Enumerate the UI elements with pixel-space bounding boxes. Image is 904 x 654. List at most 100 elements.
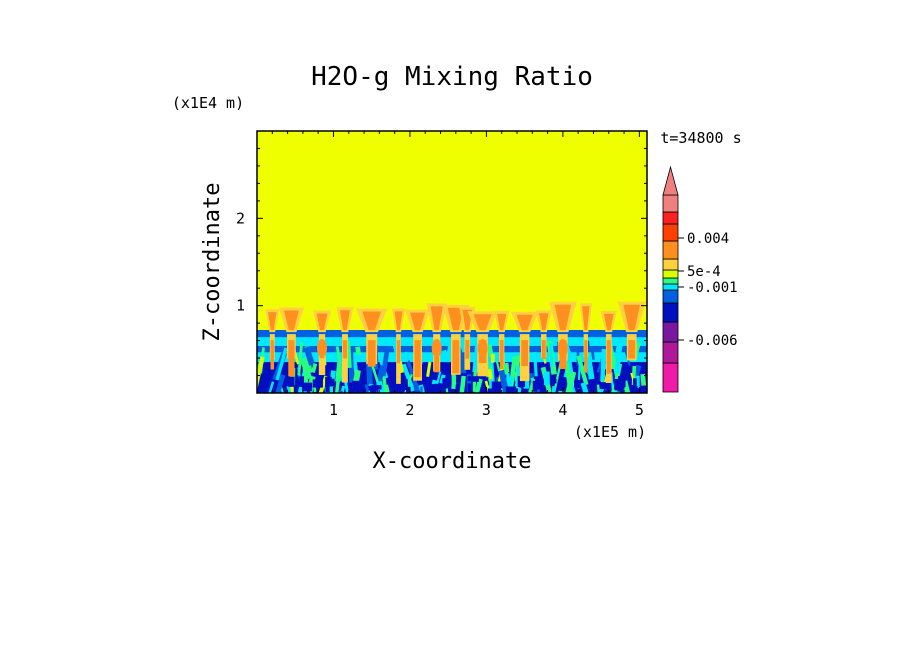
field-patch xyxy=(472,376,479,382)
field-streak xyxy=(591,350,595,360)
field-streak xyxy=(614,343,623,374)
field-patch xyxy=(325,381,330,393)
x-tick-label: 3 xyxy=(482,401,491,419)
field-streak xyxy=(576,355,589,386)
plume-core xyxy=(396,340,401,364)
colorbar: 0.004 5e-4-0.001 -0.006 xyxy=(662,165,738,393)
field-streak xyxy=(549,343,554,367)
plume-core xyxy=(606,340,611,374)
field-streak xyxy=(383,384,394,393)
colorbar-label: 0.004 xyxy=(687,231,729,247)
plume-core xyxy=(465,340,470,359)
x-tick-label: 1 xyxy=(329,401,338,419)
plume-core xyxy=(367,340,376,367)
plume-head-core xyxy=(316,313,328,331)
plume-blob xyxy=(431,339,442,358)
heatmap-field xyxy=(257,131,647,393)
plume-head-core xyxy=(554,304,572,331)
field-patch xyxy=(491,381,502,393)
field-patch xyxy=(355,388,367,393)
colorbar-segment xyxy=(662,362,679,393)
plume-head-core xyxy=(362,311,382,331)
field-patch xyxy=(532,380,538,392)
colorbar-segment xyxy=(662,223,679,242)
field-streak xyxy=(551,386,556,393)
field-streak xyxy=(529,387,539,393)
colorbar-segment xyxy=(662,240,679,260)
field-streak xyxy=(412,377,417,392)
field-streak xyxy=(471,378,483,393)
x-tick-label: 2 xyxy=(405,401,414,419)
field-patch xyxy=(505,386,517,393)
field-patch xyxy=(312,379,323,388)
colorbar-segment xyxy=(662,211,679,225)
plume-head-core xyxy=(539,313,549,331)
field-streak xyxy=(311,363,318,373)
field-streak xyxy=(391,392,399,393)
plot-frame xyxy=(256,130,648,394)
field-patch xyxy=(633,378,637,387)
field-patch xyxy=(430,384,441,393)
field-streak xyxy=(303,346,315,366)
x-axis-label: X-coordinate xyxy=(373,449,532,474)
field-streak xyxy=(495,360,501,372)
colorbar-segment xyxy=(662,277,679,285)
field-patch xyxy=(576,379,581,389)
colorbar-label: -0.006 xyxy=(687,333,738,349)
field-streak xyxy=(451,376,457,390)
colorbar-segment xyxy=(662,258,679,271)
field-streak xyxy=(459,375,466,393)
field-patch xyxy=(442,378,448,384)
field-streak xyxy=(297,342,304,376)
field-patch xyxy=(631,386,638,393)
x-ticks: 1 2 3 4 5 xyxy=(271,131,644,419)
field-patch xyxy=(634,388,646,393)
field-streak xyxy=(275,374,286,393)
field-streak xyxy=(490,353,495,363)
colorbar-segment xyxy=(662,302,679,323)
field-patch xyxy=(520,379,525,386)
plume-core xyxy=(521,340,529,367)
field-patch xyxy=(467,383,473,393)
field-patch xyxy=(467,376,472,381)
plume-head-core xyxy=(623,304,641,331)
plume-blob xyxy=(317,339,327,358)
plume-head-core xyxy=(497,313,507,331)
field-streak xyxy=(505,373,510,385)
field-streak xyxy=(596,384,602,393)
colorbar-label: -0.001 xyxy=(687,280,738,296)
field-streak xyxy=(543,371,550,386)
x-multiplier-label: (x1E5 m) xyxy=(574,423,646,441)
plume-head-core xyxy=(410,312,426,331)
field-streak xyxy=(299,357,313,380)
field-patch xyxy=(306,384,310,393)
field-streak xyxy=(371,390,378,393)
plume-head-core xyxy=(447,307,465,331)
y-tick-label: 2 xyxy=(236,209,245,227)
plume-head-core xyxy=(603,313,614,331)
colorbar-label: 5e-4 xyxy=(687,264,721,280)
plume-head-core xyxy=(268,312,277,331)
field-streak xyxy=(279,385,287,393)
field-streak xyxy=(365,359,374,391)
plume-core xyxy=(541,340,546,360)
field-patch xyxy=(397,383,408,390)
field-streak xyxy=(585,360,595,380)
field-patch xyxy=(614,379,625,390)
plume-blob xyxy=(557,339,568,358)
field-patch xyxy=(599,382,610,390)
field-patch xyxy=(550,379,557,384)
y-tick-label: 1 xyxy=(236,297,245,315)
field-streak xyxy=(275,347,288,381)
field-patch xyxy=(288,376,295,387)
plume-core xyxy=(342,340,348,359)
field-patch xyxy=(352,380,363,391)
field-streak xyxy=(533,351,538,377)
field-patch xyxy=(614,386,623,391)
plume-core xyxy=(584,340,588,373)
plume-core xyxy=(414,340,421,378)
time-label: t=34800 s xyxy=(660,129,741,147)
field-streak xyxy=(355,346,362,356)
colorbar-segment xyxy=(662,321,679,343)
